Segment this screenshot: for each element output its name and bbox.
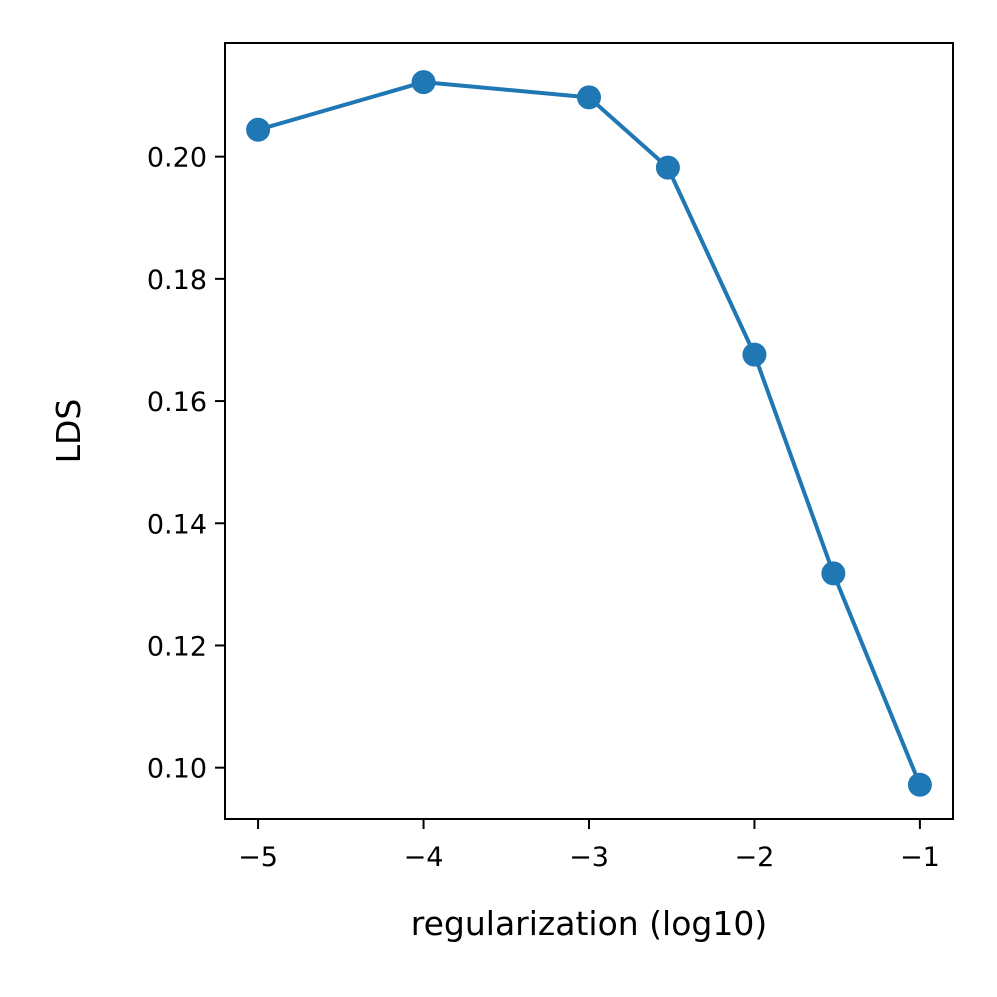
y-axis-ticks: 0.10 0.12 0.14 0.16 0.18 0.20	[147, 143, 225, 785]
data-point	[411, 70, 436, 95]
y-tick-label: 0.12	[147, 631, 207, 662]
data-point	[655, 155, 680, 180]
plot-frame	[224, 42, 954, 820]
data-point	[821, 561, 846, 586]
data-point	[907, 772, 932, 797]
y-tick-label: 0.20	[147, 143, 207, 174]
x-axis-label: regularization (log10)	[411, 904, 767, 943]
x-tick-label: −2	[735, 842, 775, 873]
series-points	[246, 70, 932, 797]
x-axis-ticks: −5 −4 −3 −2 −1	[238, 819, 940, 873]
x-tick-label: −5	[238, 842, 278, 873]
y-tick-label: 0.18	[147, 265, 207, 296]
data-point	[742, 342, 767, 367]
data-point	[246, 117, 271, 142]
y-tick-label: 0.10	[147, 754, 207, 785]
y-axis-label: LDS	[49, 399, 88, 464]
data-point	[577, 85, 601, 110]
x-tick-label: −3	[569, 842, 609, 873]
x-tick-label: −1	[900, 842, 940, 873]
x-tick-label: −4	[404, 842, 444, 873]
y-tick-label: 0.14	[147, 509, 207, 540]
y-tick-label: 0.16	[147, 387, 207, 418]
